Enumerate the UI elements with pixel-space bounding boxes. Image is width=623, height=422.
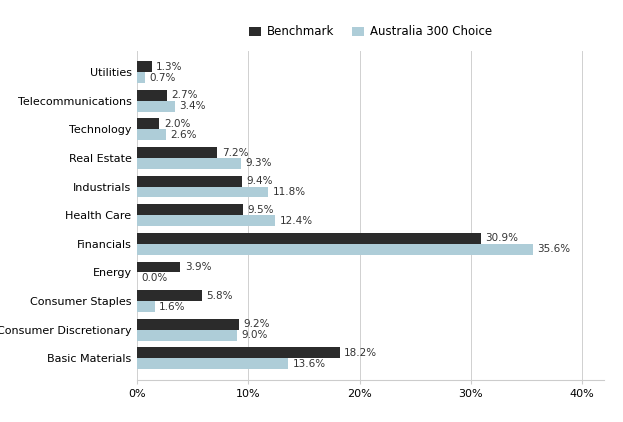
Bar [137,130,166,140]
Text: 2.0%: 2.0% [164,119,190,129]
Bar [137,262,181,273]
Bar [137,290,202,301]
Bar [137,72,145,83]
Text: 12.4%: 12.4% [280,216,313,226]
Bar [137,358,288,369]
Bar [137,244,533,255]
Legend: Benchmark, Australia 300 Choice: Benchmark, Australia 300 Choice [249,25,492,38]
Bar [137,101,175,111]
Bar [137,215,275,226]
Bar [137,158,240,169]
Text: 18.2%: 18.2% [344,348,377,358]
Bar [137,147,217,158]
Text: 3.4%: 3.4% [179,101,206,111]
Text: 11.8%: 11.8% [273,187,306,197]
Bar [137,319,239,330]
Bar [137,61,151,72]
Text: 3.9%: 3.9% [185,262,211,272]
Text: 9.5%: 9.5% [247,205,273,215]
Bar [137,301,155,312]
Bar [137,233,481,244]
Bar [137,347,340,358]
Text: 0.0%: 0.0% [141,273,168,283]
Text: 1.3%: 1.3% [156,62,183,72]
Text: 13.6%: 13.6% [293,359,326,369]
Bar [137,90,167,101]
Text: 9.4%: 9.4% [246,176,273,186]
Bar [137,187,269,197]
Text: 30.9%: 30.9% [485,233,518,243]
Text: 9.0%: 9.0% [242,330,268,340]
Bar [137,119,159,130]
Text: 9.2%: 9.2% [244,319,270,329]
Bar [137,176,242,187]
Text: 2.6%: 2.6% [171,130,197,140]
Text: 1.6%: 1.6% [159,302,186,311]
Bar [137,330,237,341]
Text: 5.8%: 5.8% [206,291,232,300]
Text: 35.6%: 35.6% [538,244,571,254]
Text: 2.7%: 2.7% [171,90,198,100]
Text: 7.2%: 7.2% [222,148,248,157]
Bar [137,204,243,215]
Text: 0.7%: 0.7% [150,73,176,83]
Text: 9.3%: 9.3% [245,158,272,168]
